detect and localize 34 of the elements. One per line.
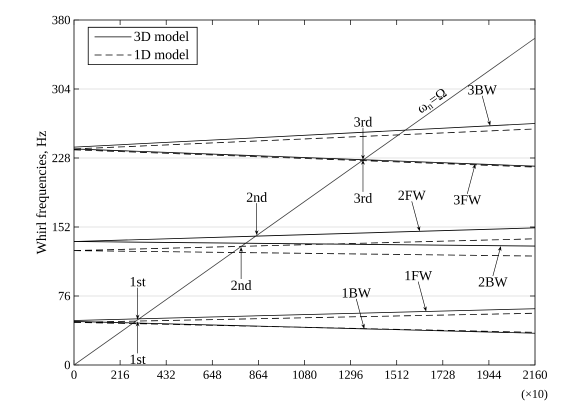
x-tick-label: 216 <box>111 370 130 379</box>
y-tick-label: 228 <box>52 154 70 162</box>
y-axis-title: Whirl frequencies, Hz <box>36 131 49 254</box>
annotation: 1st <box>130 277 146 286</box>
annotation: 3rd <box>354 116 372 127</box>
x-tick-label: 2160 <box>523 370 547 379</box>
annotation: 3FW <box>454 195 482 205</box>
annotation: 3BW <box>468 85 497 95</box>
text: (×10) <box>522 390 548 400</box>
annotation: 2nd <box>246 192 267 202</box>
x-tick-label: 1080 <box>293 370 316 379</box>
y-tick-label: 380 <box>52 16 70 24</box>
annotation: 2nd <box>231 280 252 290</box>
x-tick-label: 432 <box>157 370 175 379</box>
annotation: 3rd <box>354 193 372 203</box>
legend-label: 1D model <box>134 49 189 60</box>
x-tick-label: 1296 <box>339 370 363 379</box>
x-tick-label: 864 <box>250 370 268 379</box>
annotation: 2BW <box>478 277 508 287</box>
x-tick-label: 648 <box>203 370 222 379</box>
legend-label: 3D model <box>134 31 189 42</box>
y-tick-label: 304 <box>52 84 70 94</box>
x-tick-label: 1512 <box>385 370 408 379</box>
x-tick-label: 0 <box>71 370 77 379</box>
annotation: ω$_{n}$=Ω <box>418 89 447 113</box>
x-tick-label: 1728 <box>431 370 455 379</box>
y-tick-label: 0 <box>64 360 70 370</box>
annotation: 1FW <box>405 270 432 280</box>
y-tick-label: 152 <box>52 222 70 232</box>
annotation: 2FW <box>398 190 426 200</box>
y-tick-label: 76 <box>58 292 70 300</box>
annotation: 1BW <box>342 288 371 298</box>
x-tick-label: 1944 <box>478 370 502 379</box>
annotation: 1st <box>130 354 146 364</box>
